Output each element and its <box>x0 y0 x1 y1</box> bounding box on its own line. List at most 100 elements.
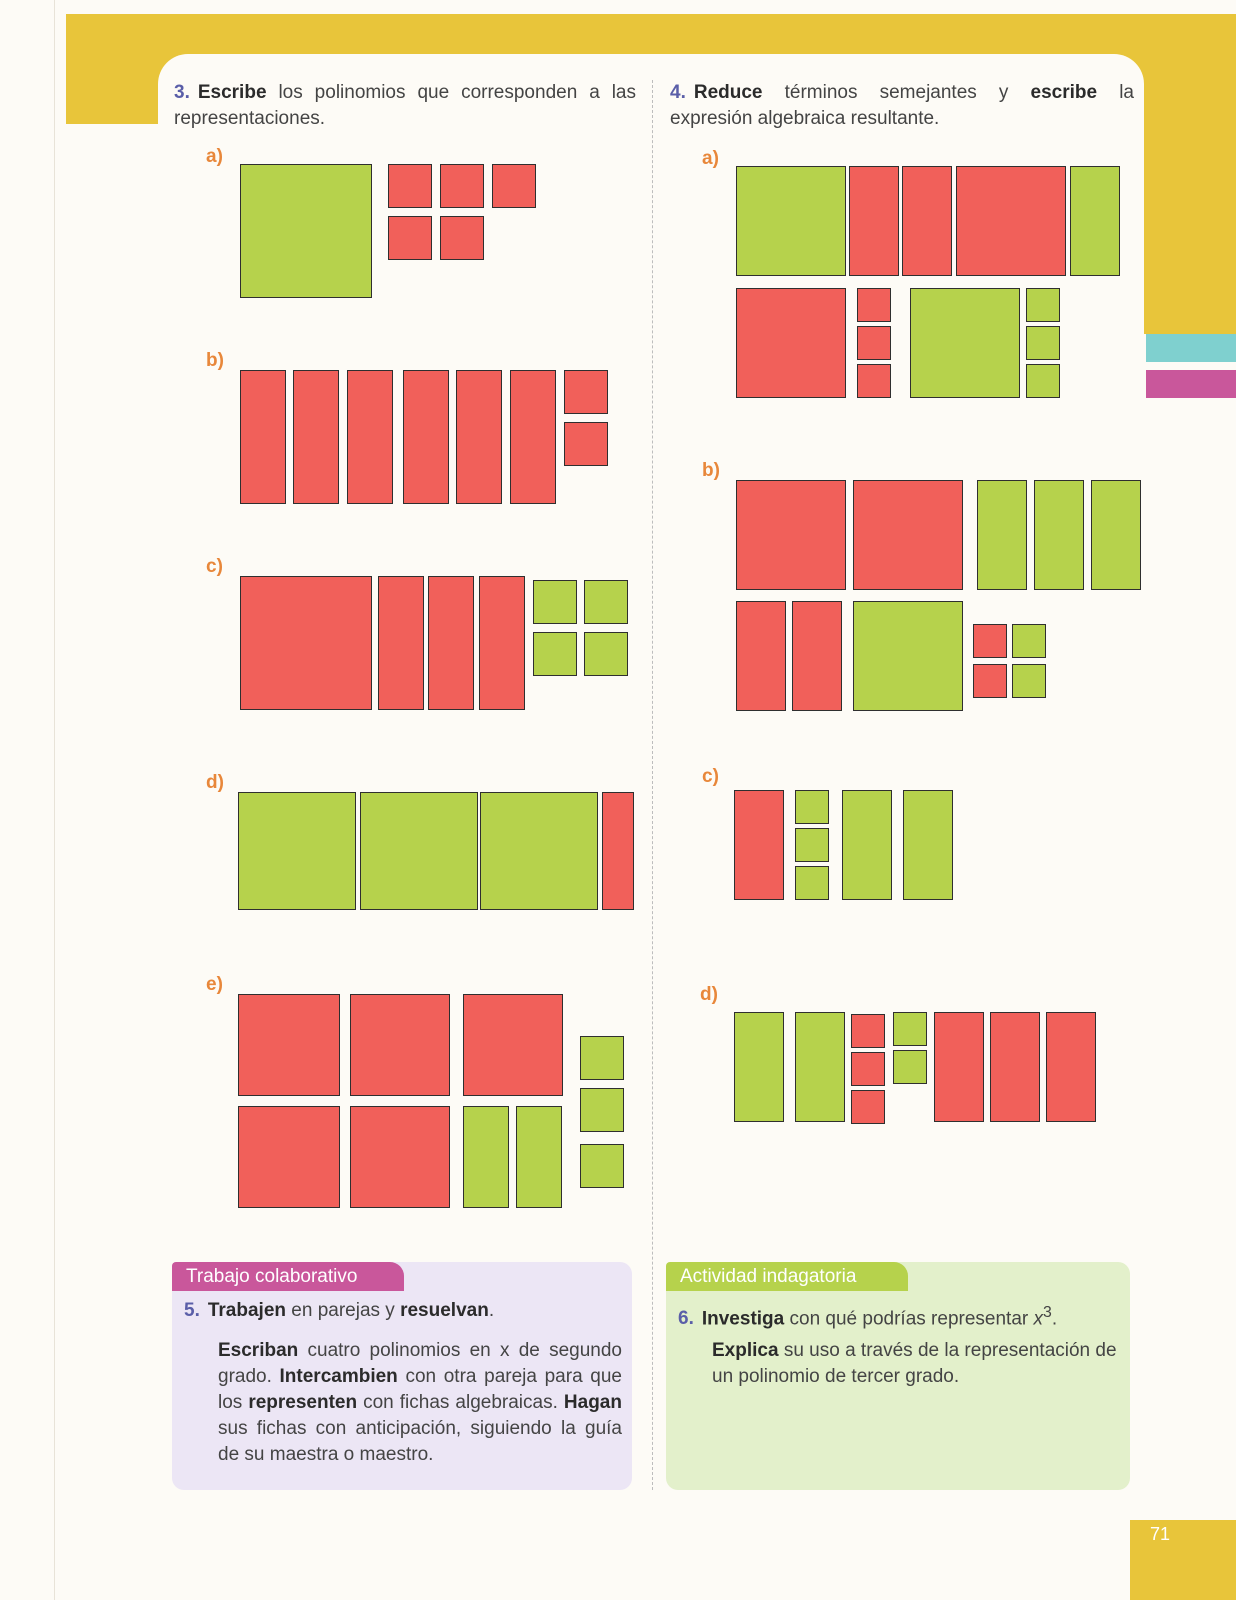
unit-tile <box>584 580 628 624</box>
x2-tile <box>238 792 356 910</box>
x-tile <box>934 1012 984 1122</box>
part-label-4a: a) <box>702 148 719 169</box>
x-tile <box>510 370 556 504</box>
x2-tile <box>238 1106 340 1208</box>
x-tile <box>347 370 393 504</box>
x-tile <box>428 576 474 710</box>
x2-tile <box>956 166 1066 276</box>
x-tile <box>1091 480 1141 590</box>
part-label-3b: b) <box>206 350 224 371</box>
unit-tile <box>857 288 891 322</box>
unit-tile <box>851 1014 885 1048</box>
x-tile <box>990 1012 1040 1122</box>
inquiry-activity-box <box>666 1262 1130 1490</box>
x2-tile <box>350 994 450 1096</box>
unit-tile <box>388 164 432 208</box>
unit-tile <box>564 422 608 466</box>
x-tile <box>842 790 892 900</box>
exercise-5-instructions: Escriban cuatro polinomios en x de segun… <box>218 1340 622 1465</box>
part-label-3a: a) <box>206 146 223 167</box>
unit-tile <box>580 1088 624 1132</box>
exercise-4-instructions: 4. Reduce términos semejantes y escribe l… <box>670 82 1134 129</box>
x2-tile <box>853 480 963 590</box>
x-tile <box>795 1012 845 1122</box>
unit-tile <box>795 866 829 900</box>
unit-tile <box>1026 288 1060 322</box>
exercise-number: 5. <box>184 1300 200 1321</box>
x-tile <box>240 370 286 504</box>
exercise-number: 3. <box>174 82 190 103</box>
unit-tile <box>440 164 484 208</box>
unit-tile <box>564 370 608 414</box>
x-tile <box>378 576 424 710</box>
unit-tile <box>893 1050 927 1084</box>
part-label-4b: b) <box>702 460 720 481</box>
unit-tile <box>388 216 432 260</box>
x-tile <box>736 601 786 711</box>
section-tab-cyan <box>1146 334 1236 362</box>
x-tile <box>903 790 953 900</box>
section-tab-magenta <box>1146 370 1236 398</box>
x2-tile <box>238 994 340 1096</box>
unit-tile <box>973 624 1007 658</box>
part-label-3d: d) <box>206 772 224 793</box>
x-tile <box>403 370 449 504</box>
x-tile <box>1034 480 1084 590</box>
x-tile <box>977 480 1027 590</box>
unit-tile <box>440 216 484 260</box>
page-margin-rule <box>54 0 55 1600</box>
unit-tile <box>857 326 891 360</box>
page-number-tab <box>1130 1520 1236 1600</box>
x2-tile <box>463 994 563 1096</box>
unit-tile <box>492 164 536 208</box>
unit-tile <box>973 664 1007 698</box>
part-label-3e: e) <box>206 974 223 995</box>
part-label-4d: d) <box>700 984 718 1005</box>
x-tile <box>602 792 634 910</box>
collaborative-work-label: Trabajo colaborativo <box>172 1262 404 1291</box>
variable: x <box>1033 1308 1044 1330</box>
unit-tile <box>533 580 577 624</box>
exercise-5-task: 5. Trabajen en parejas y resuelvan. <box>184 1300 495 1321</box>
unit-tile <box>584 632 628 676</box>
unit-tile <box>1012 664 1046 698</box>
unit-tile <box>1026 364 1060 398</box>
x-tile <box>792 601 842 711</box>
x2-tile <box>240 576 372 710</box>
exercise-6-instructions: Explica su uso a través de la representa… <box>712 1340 1117 1387</box>
x2-tile <box>736 166 846 276</box>
collaborative-work-box <box>172 1262 632 1490</box>
unit-tile <box>795 790 829 824</box>
unit-tile <box>851 1090 885 1124</box>
x2-tile <box>240 164 372 298</box>
unit-tile <box>857 364 891 398</box>
side-band <box>1136 14 1236 334</box>
x-tile <box>463 1106 509 1208</box>
x2-tile <box>736 288 846 398</box>
part-label-3c: c) <box>206 556 223 577</box>
x2-tile <box>910 288 1020 398</box>
x-tile <box>1046 1012 1096 1122</box>
x-tile <box>456 370 502 504</box>
verb: escribe <box>1030 82 1098 103</box>
verb: Reduce <box>693 82 763 103</box>
unit-tile <box>1012 624 1046 658</box>
exercise-3-instructions: 3. Escribe los polinomios que corresponde… <box>174 82 636 129</box>
exponent: 3 <box>1043 1304 1052 1321</box>
unit-tile <box>1026 326 1060 360</box>
exercise-number: 4. <box>670 82 686 103</box>
x-tile <box>849 166 899 276</box>
unit-tile <box>795 828 829 862</box>
x2-tile <box>360 792 478 910</box>
part-label-4c: c) <box>702 766 719 787</box>
inquiry-activity-label: Actividad indagatoria <box>666 1262 908 1291</box>
x-tile <box>1070 166 1120 276</box>
x2-tile <box>480 792 598 910</box>
x2-tile <box>736 480 846 590</box>
unit-tile <box>893 1012 927 1046</box>
x-tile <box>902 166 952 276</box>
x-tile <box>516 1106 562 1208</box>
x-tile <box>734 790 784 900</box>
x-tile <box>734 1012 784 1122</box>
exercise-6-task: 6. Investiga con qué podrías representar … <box>678 1304 1058 1330</box>
